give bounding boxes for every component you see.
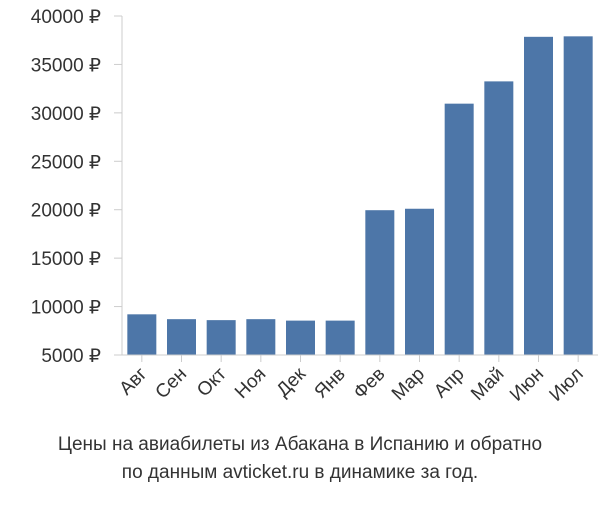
- y-tick-label: 35000 ₽: [31, 55, 101, 76]
- x-tick-label: Авг: [116, 364, 152, 400]
- x-tick-label: Фев: [350, 364, 390, 404]
- chart-caption-line-2: по данным avticket.ru в динамике за год.: [121, 462, 479, 483]
- x-tick-label: Май: [467, 364, 508, 405]
- bar-9: [444, 103, 474, 355]
- y-tick-label: 15000 ₽: [31, 249, 101, 270]
- x-tick-label: Янв: [311, 364, 350, 403]
- y-tick-label: 30000 ₽: [31, 104, 101, 125]
- bar-6: [325, 320, 355, 355]
- x-tick-label: Ноя: [231, 364, 270, 403]
- x-tick-label: Окт: [193, 363, 231, 401]
- bar-1: [127, 314, 157, 355]
- x-tick-label: Апр: [430, 364, 469, 403]
- x-tick-label: Июн: [506, 364, 548, 406]
- x-tick-label: Дек: [273, 363, 311, 401]
- bar-8: [405, 208, 434, 355]
- bar-2: [167, 319, 196, 355]
- y-axis: 5000 ₽ 10000 ₽ 15000 ₽ 20000 ₽ 25000 ₽ 30000 …: [31, 7, 123, 367]
- bar-3: [206, 320, 236, 355]
- bars: [127, 36, 593, 356]
- bar-10: [484, 81, 514, 355]
- bar-12: [563, 36, 593, 356]
- x-tick-label: Июл: [546, 364, 588, 406]
- y-tick-label: 25000 ₽: [31, 152, 101, 173]
- x-tick-label: Сен: [152, 364, 191, 403]
- bar-4: [246, 319, 276, 355]
- y-tick-label: 40000 ₽: [31, 7, 101, 28]
- y-tick-label: 5000 ₽: [41, 346, 101, 367]
- bar-11: [524, 36, 553, 355]
- y-tick-label: 10000 ₽: [31, 298, 101, 319]
- x-tick-label: Мар: [388, 364, 429, 405]
- chart-caption-line-1: Цены на авиабилеты из Абакана в Испанию …: [57, 434, 543, 455]
- bar-5: [286, 320, 315, 355]
- y-tick-label: 20000 ₽: [31, 201, 101, 222]
- bar-7: [365, 210, 395, 355]
